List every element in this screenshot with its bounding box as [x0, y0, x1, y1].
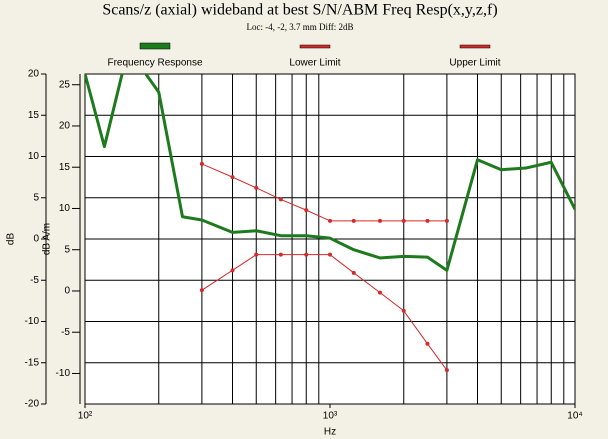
series-marker: [351, 218, 356, 223]
legend-label: Upper Limit: [449, 58, 500, 69]
y-tick-label: 20: [28, 69, 40, 80]
y-tick-label: -5: [30, 275, 39, 286]
legend-label: Lower Limit: [289, 58, 340, 69]
y2-tick-label: 25: [59, 79, 71, 90]
x-axis-label: Hz: [324, 427, 336, 438]
series-marker: [199, 161, 204, 166]
chart-subtitle: Loc: -4, -2, 3.7 mm Diff: 2dB: [246, 22, 353, 32]
y-tick-label: -20: [25, 399, 40, 410]
legend-label: Frequency Response: [107, 58, 202, 69]
series-marker: [401, 308, 406, 313]
series-marker: [444, 368, 449, 373]
series-marker: [328, 218, 332, 223]
series-marker: [425, 341, 430, 346]
series-marker: [254, 185, 259, 190]
series-marker: [425, 218, 430, 223]
y2-tick-label: 10: [59, 203, 71, 214]
plot-data: [85, 74, 575, 373]
y2-tick-label: 20: [59, 121, 71, 132]
series-marker: [230, 268, 235, 273]
series-marker: [328, 252, 332, 257]
y-axis-label: dB: [6, 233, 17, 246]
legend-swatch: [299, 44, 331, 49]
series-marker: [304, 252, 309, 257]
legend-swatch: [139, 42, 171, 50]
y2-axis-label: dB A/m: [42, 223, 53, 255]
y-tick-label: 10: [28, 151, 40, 162]
y-tick-label: 15: [28, 110, 40, 121]
x-tick-label: 10²: [78, 411, 93, 422]
series-marker: [351, 270, 356, 275]
x-tick-label: 10³: [323, 411, 338, 422]
series-marker: [278, 252, 283, 257]
series-marker: [304, 208, 309, 213]
series-marker: [378, 290, 383, 295]
y-tick-label: 0: [33, 234, 39, 245]
y2-tick-label: -5: [61, 327, 70, 338]
series-marker: [278, 197, 283, 202]
y2-tick-label: -10: [56, 368, 71, 379]
series-marker: [230, 175, 235, 180]
y-tick-label: 5: [33, 192, 39, 203]
y-tick-label: -10: [25, 316, 40, 327]
y-tick-label: -15: [25, 357, 40, 368]
series-marker: [401, 218, 406, 223]
y2-tick-label: 15: [59, 162, 71, 173]
x-tick-label: 10⁴: [567, 411, 582, 422]
y2-tick-label: 0: [64, 286, 70, 297]
legend-swatch: [459, 44, 491, 49]
series-marker: [378, 218, 383, 223]
series-line: [85, 74, 575, 272]
series-marker: [254, 252, 259, 257]
series-marker: [444, 218, 449, 223]
series-marker: [199, 288, 204, 293]
y2-tick-label: 5: [64, 244, 70, 255]
chart-title: Scans/z (axial) wideband at best S/N/ABM…: [102, 2, 497, 19]
